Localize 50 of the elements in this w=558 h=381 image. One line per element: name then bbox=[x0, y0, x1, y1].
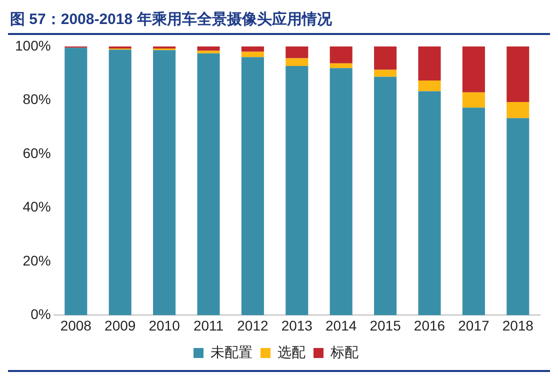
y-tick-label: 100% bbox=[14, 37, 51, 54]
y-tick-label: 80% bbox=[22, 91, 51, 108]
x-tick-label: 2014 bbox=[326, 317, 357, 334]
bar bbox=[197, 46, 220, 51]
legend-label: 选配 bbox=[278, 344, 306, 360]
legend-label: 未配置 bbox=[210, 344, 252, 360]
bar bbox=[197, 50, 220, 54]
chart-title: 图 57：2008-2018 年乘用车全景摄像头应用情况 bbox=[9, 10, 333, 30]
bar bbox=[153, 50, 176, 316]
bar bbox=[462, 108, 485, 316]
bar bbox=[374, 46, 397, 70]
bar bbox=[286, 66, 308, 316]
x-tick-label: 2010 bbox=[148, 317, 180, 334]
bar bbox=[462, 46, 485, 92]
x-tick-label: 2018 bbox=[502, 317, 534, 334]
bar bbox=[462, 92, 485, 108]
bar bbox=[241, 57, 264, 316]
y-tick-label: 60% bbox=[22, 144, 51, 161]
bar bbox=[506, 102, 530, 118]
bar bbox=[241, 52, 264, 58]
y-tick-label: 20% bbox=[22, 252, 51, 268]
bar bbox=[108, 46, 132, 49]
x-tick-label: 2009 bbox=[104, 317, 136, 334]
bar bbox=[330, 46, 352, 64]
bar bbox=[197, 53, 220, 316]
bar bbox=[330, 63, 352, 68]
bar bbox=[286, 46, 308, 58]
bar bbox=[418, 91, 441, 316]
bar bbox=[153, 46, 176, 49]
y-tick-label: 0% bbox=[30, 306, 51, 322]
x-tick-label: 2016 bbox=[414, 317, 446, 334]
bar bbox=[241, 46, 264, 52]
x-tick-label: 2013 bbox=[281, 317, 313, 334]
bar bbox=[286, 58, 308, 66]
x-tick-label: 2011 bbox=[193, 317, 224, 334]
x-tick-label: 2015 bbox=[370, 317, 402, 334]
legend-label: 标配 bbox=[330, 344, 358, 360]
y-tick-label: 40% bbox=[22, 198, 51, 215]
bar bbox=[108, 50, 132, 316]
bar bbox=[330, 68, 352, 316]
bar bbox=[374, 70, 397, 77]
x-tick-label: 2017 bbox=[458, 317, 490, 334]
bar bbox=[64, 48, 88, 316]
bar bbox=[506, 118, 530, 316]
bar bbox=[418, 80, 441, 92]
bar bbox=[374, 76, 397, 316]
x-tick-label: 2008 bbox=[60, 317, 92, 334]
bar bbox=[418, 46, 441, 81]
x-tick-label: 2012 bbox=[237, 317, 268, 334]
bar bbox=[506, 46, 530, 102]
